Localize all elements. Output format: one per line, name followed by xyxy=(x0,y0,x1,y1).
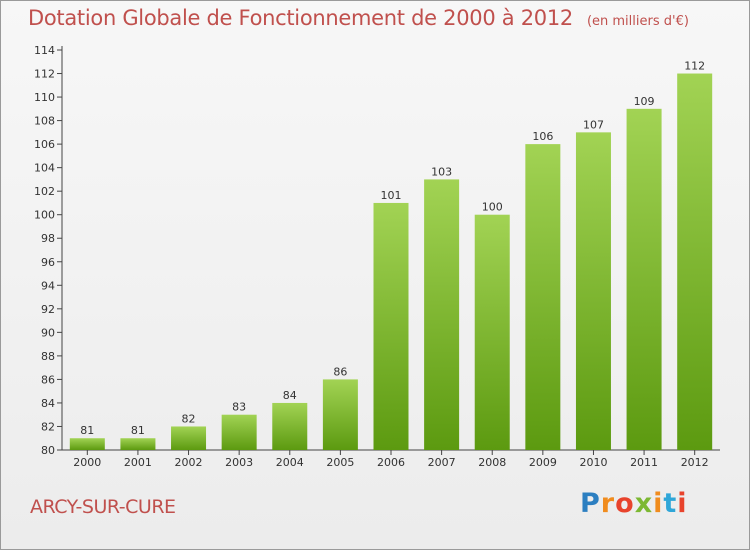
x-axis: 2000 2001 2002 2003 2004 2005 2006 2007 2008 2009… xyxy=(62,449,720,469)
x-tick-label: 2010 xyxy=(579,456,607,469)
bar-value-label: 106 xyxy=(532,130,553,143)
y-tick-label: 104 xyxy=(34,162,55,175)
y-tick-label: 98 xyxy=(41,232,55,245)
bar xyxy=(221,414,257,450)
y-tick-label: 106 xyxy=(34,138,55,151)
proxiti-logo: Proxiti xyxy=(580,488,688,519)
x-tick-label: 2012 xyxy=(681,456,709,469)
bar-value-label: 103 xyxy=(431,165,452,178)
x-tick-label: 2002 xyxy=(175,456,203,469)
y-tick-label: 88 xyxy=(41,350,55,363)
y-tick-label: 90 xyxy=(41,326,55,339)
y-tick-label: 92 xyxy=(41,303,55,316)
bar xyxy=(322,379,358,450)
x-tick-label: 2008 xyxy=(478,456,506,469)
bar xyxy=(69,438,105,450)
bar xyxy=(424,179,460,451)
bar-value-label: 81 xyxy=(80,424,94,437)
y-tick-label: 114 xyxy=(34,44,55,57)
bar xyxy=(525,144,561,450)
chart-title: Dotation Globale de Fonctionnement de 20… xyxy=(28,6,689,30)
y-tick-label: 84 xyxy=(41,397,55,410)
chart-title-text: Dotation Globale de Fonctionnement de 20… xyxy=(28,6,573,30)
bar-value-label: 100 xyxy=(482,201,503,214)
y-axis: 80 82 84 86 88 90 92 94 96 98 100 102 104 106 108 110 11… xyxy=(34,44,63,457)
bar-value-label: 81 xyxy=(131,424,145,437)
commune-name: ARCY-SUR-CURE xyxy=(30,496,176,518)
y-tick-label: 94 xyxy=(41,279,55,292)
bar xyxy=(677,73,713,450)
x-tick-label: 2004 xyxy=(276,456,304,469)
bar xyxy=(272,402,308,450)
bar xyxy=(626,108,662,450)
bar-value-label: 86 xyxy=(333,365,347,378)
bar-value-label: 83 xyxy=(232,401,246,414)
x-tick-label: 2005 xyxy=(326,456,354,469)
y-tick-label: 102 xyxy=(34,185,55,198)
bar xyxy=(120,438,156,450)
y-tick-label: 80 xyxy=(41,444,55,457)
bar xyxy=(373,202,409,450)
y-tick-label: 96 xyxy=(41,256,55,269)
bar xyxy=(575,132,611,450)
bar-value-label: 112 xyxy=(684,60,705,73)
y-tick-label: 110 xyxy=(34,91,55,104)
bar-value-label: 82 xyxy=(182,412,196,425)
bar xyxy=(474,214,510,450)
x-tick-label: 2011 xyxy=(630,456,658,469)
bar-value-label: 101 xyxy=(381,189,402,202)
x-tick-label: 2009 xyxy=(529,456,557,469)
y-tick-label: 100 xyxy=(34,209,55,222)
x-tick-label: 2007 xyxy=(428,456,456,469)
x-tick-label: 2003 xyxy=(225,456,253,469)
x-tick-label: 2000 xyxy=(73,456,101,469)
y-tick-label: 112 xyxy=(34,68,55,81)
y-tick-label: 82 xyxy=(41,420,55,433)
data-labels: 81 81 82 83 84 86 101 103 100 106 107 109 112 xyxy=(80,60,705,438)
bars xyxy=(69,73,713,451)
bar-value-label: 107 xyxy=(583,118,604,131)
x-tick-label: 2001 xyxy=(124,456,152,469)
y-tick-label: 108 xyxy=(34,115,55,128)
y-tick-label: 86 xyxy=(41,373,55,386)
bar-value-label: 84 xyxy=(283,389,297,402)
x-tick-label: 2006 xyxy=(377,456,405,469)
bar xyxy=(171,426,207,450)
bar-value-label: 109 xyxy=(634,95,655,108)
chart-unit: (en milliers d'€) xyxy=(586,14,689,29)
